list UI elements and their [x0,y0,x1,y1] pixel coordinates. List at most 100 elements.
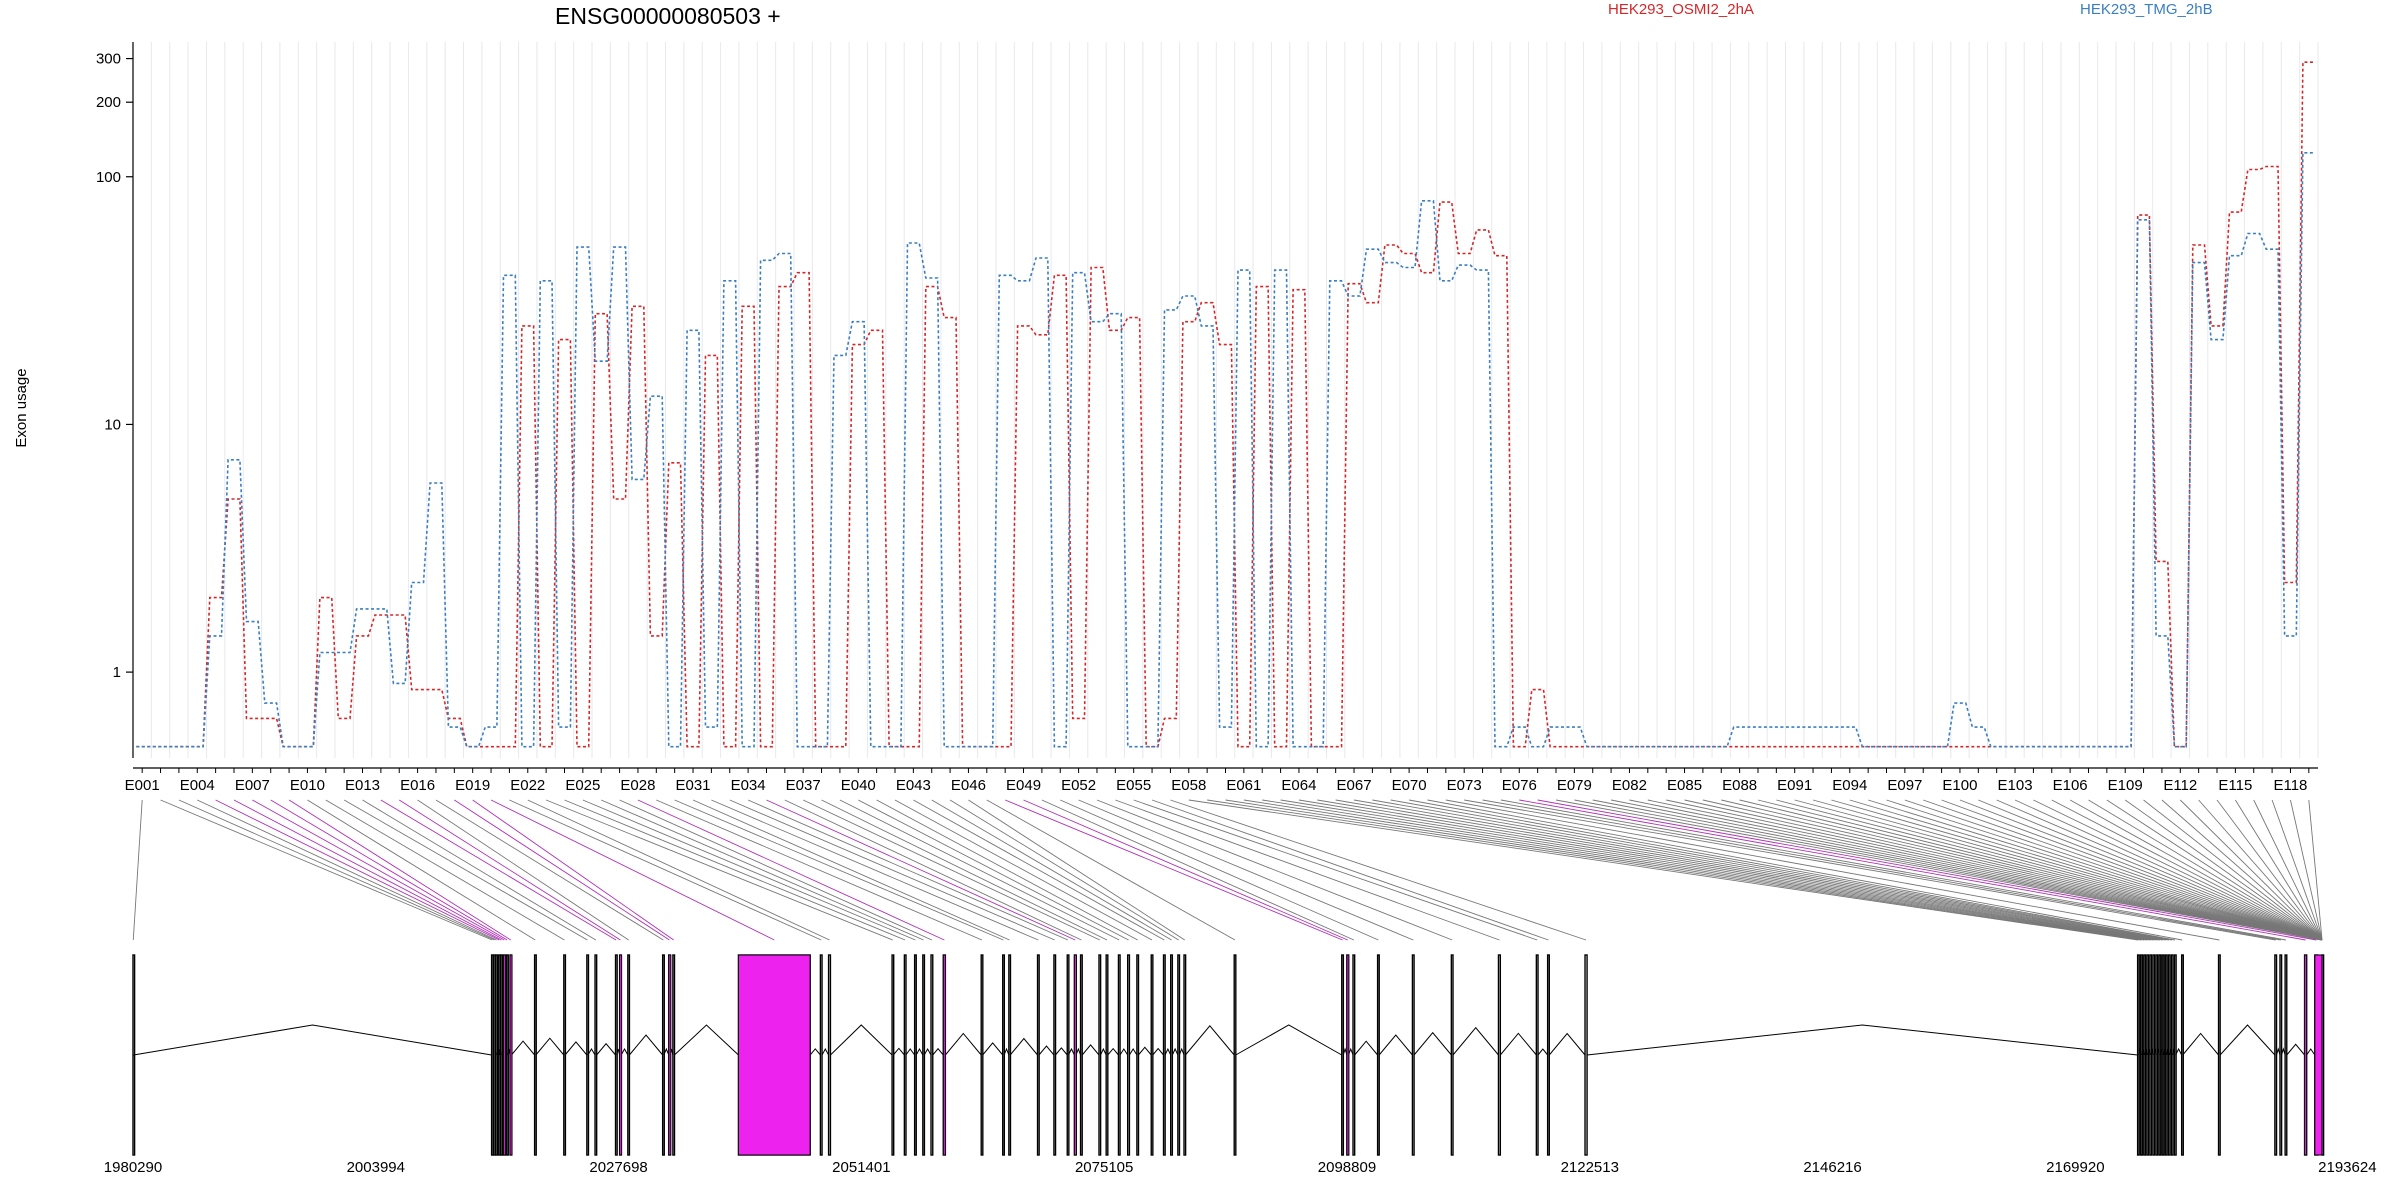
intron-line [923,1047,932,1056]
intron-line [830,1024,893,1056]
exon-connector [747,799,1069,941]
exon-connector [802,799,1100,941]
exon-block [505,954,509,1156]
exon-connector [1666,799,2323,941]
exon-block-highlighted [1346,954,1350,1156]
exon-connector [637,799,945,941]
exon-connector [160,799,493,941]
exon-tick-label: E097 [1887,777,1922,794]
exon-connector [2271,799,2323,941]
exon-tick-label: E016 [400,777,435,794]
exon-connector [1739,799,2323,941]
intron-line [564,1041,588,1056]
exon-tick-label: E013 [345,777,380,794]
vertical-grid [132,42,2319,758]
intron-line [1009,1037,1038,1056]
exon-connector [1041,799,1355,941]
exon-connector [1427,799,2183,941]
exon-tick-label: E100 [1942,777,1977,794]
exon-tick-label: E022 [510,777,545,794]
exon-connector [2088,799,2323,941]
exon-connector [931,799,1172,941]
intron-line [1081,1044,1100,1056]
exon-block [594,954,598,1156]
exon-connector [233,799,502,941]
exon-block [2217,954,2221,1156]
intron-line [932,1047,944,1056]
exon-connector [288,799,511,941]
exon-connector [2014,799,2323,941]
exon-connector [1225,799,2145,941]
exon-connector [1757,799,2323,941]
exon-connector [1390,799,2173,941]
exon-tick-label: E028 [620,777,655,794]
exon-tick-label: E091 [1777,777,1812,794]
exon-connector [435,799,664,941]
exon-block [1352,954,1356,1156]
genomic-tick-label: 2146216 [1803,1159,1861,1176]
exon-connector [1959,799,2323,941]
exon-block [1066,954,1070,1156]
intron-line [1413,1031,1452,1056]
exon-connector [601,799,924,941]
exon-connector [656,799,983,941]
intron-line [1452,1026,1499,1056]
exon-tick-label: E058 [1171,777,1206,794]
exon-block [614,954,618,1156]
exon-block-highlighted [619,954,623,1156]
exon-connector [1812,799,2323,941]
exon-block [1117,954,1121,1156]
exon-block [1497,954,1502,1156]
exon-connector [1886,799,2323,941]
intron-line [1537,1048,1549,1056]
exon-connector [509,799,822,941]
intron-line [2182,1032,2219,1056]
gene-model [132,954,2325,1156]
intron-line [1152,1047,1164,1056]
intron-line [1354,1040,1378,1056]
exon-block [2274,954,2278,1156]
exon-block-highlighted [2314,954,2323,1156]
exon-connector [2253,799,2323,941]
exon-block [672,954,676,1156]
exon-block [2173,954,2177,1156]
exon-connector [178,799,495,941]
exon-block [2140,954,2144,1156]
exon-connector [2179,799,2323,941]
series-line-tmg [136,152,2315,748]
genomic-tick-label: 2027698 [589,1159,647,1176]
y-axis-ticks: 1 10 100 200 300 [96,51,133,681]
exon-block [2149,954,2153,1156]
exon-connector [2106,799,2323,941]
exon-connector [564,799,906,941]
exon-tick-label: E052 [1061,777,1096,794]
y-tick-label: 300 [96,51,121,68]
exon-block [1450,954,1454,1156]
series-lines [136,61,2315,748]
intron-line [2286,1043,2305,1056]
exon-connector [1537,799,2317,941]
exon-tick-label: E094 [1832,777,1867,794]
intron-line [821,1047,830,1056]
exon-connector [1721,799,2323,941]
y-tick-label: 10 [104,416,121,433]
exon-tick-label: E070 [1392,777,1427,794]
intron-line [1164,1047,1172,1056]
exon-connector [325,799,565,941]
genomic-tick-label: 2098809 [1318,1159,1376,1176]
exon-connector [913,799,1165,941]
exon-block-highlighted [2304,954,2308,1156]
intron-line [2306,1048,2316,1056]
exon-block-highlighted [942,954,946,1156]
exon-block [1150,954,1154,1156]
intron-line [1107,1047,1119,1056]
exon-connector [1096,799,1453,941]
intron-line [1185,1024,1235,1056]
exon-connector [1280,799,2154,941]
intron-line [1587,1024,2138,1056]
exon-connector [1794,799,2323,941]
exon-connector [2124,799,2323,941]
exon-block [2164,954,2168,1156]
exon-connector [1317,799,2160,941]
exon-connector [252,799,505,941]
